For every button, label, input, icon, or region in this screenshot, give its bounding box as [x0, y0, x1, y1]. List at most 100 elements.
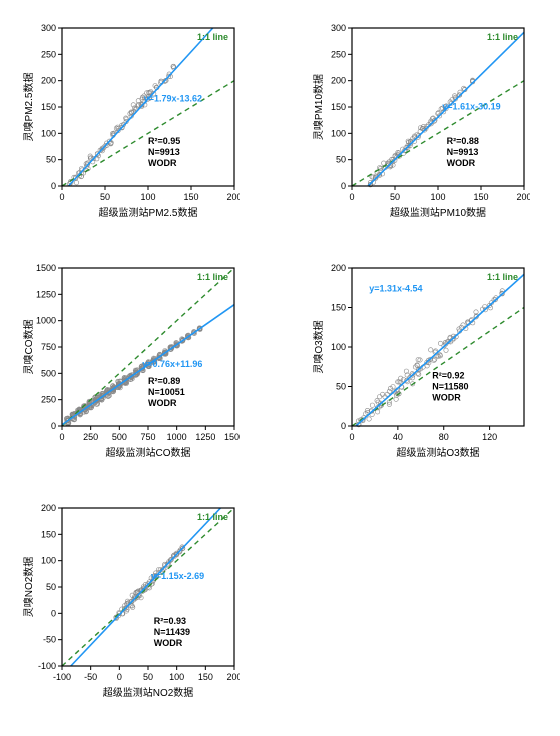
xtick-label: 1250 — [195, 432, 215, 442]
xtick-label: 0 — [59, 192, 64, 202]
xtick-label: 0 — [349, 432, 354, 442]
ytick-label: 300 — [41, 23, 56, 33]
ytick-label: 100 — [41, 128, 56, 138]
xtick-label: 200 — [226, 192, 240, 202]
ytick-label: 250 — [41, 49, 56, 59]
ytick-label: 100 — [41, 556, 56, 566]
xtick-label: 150 — [198, 672, 213, 682]
chart-co: 0 250 500 750 1000 1250 1500 0 250 500 750 1000 1250… — [20, 260, 240, 460]
xtick-label: 750 — [140, 432, 155, 442]
xtick-label: 40 — [393, 432, 403, 442]
fit-equation: y=1.61x-30.19 — [442, 102, 500, 112]
xtick-label: 100 — [140, 192, 155, 202]
stats-wodr: WODR — [148, 398, 177, 408]
ytick-label: 750 — [41, 342, 56, 352]
y-axis-label: 灵嗅CO数据 — [22, 320, 35, 375]
xtick-label: 200 — [516, 192, 530, 202]
xtick-label: 50 — [100, 192, 110, 202]
legend-label: 1:1 line — [197, 32, 228, 42]
stats-wodr: WODR — [432, 393, 461, 403]
chart-grid: 050100150200050100150200250300超级监测站PM2.5… — [20, 20, 540, 700]
xtick-label: 0 — [59, 432, 64, 442]
ytick-label: 0 — [51, 421, 56, 431]
chart-o3: 04080120050100150200超级监测站O3数据灵嗅O3数据1:1 l… — [310, 260, 530, 460]
xtick-label: 100 — [169, 672, 184, 682]
xtick-label: 0 — [117, 672, 122, 682]
fit-equation: y=1.15x-2.69 — [151, 571, 204, 581]
legend-label: 1:1 line — [487, 32, 518, 42]
stats-n: N=10051 — [148, 387, 185, 397]
ytick-label: 1000 — [36, 316, 56, 326]
xtick-label: 150 — [473, 192, 488, 202]
x-axis-label: 超级监测站O3数据 — [396, 446, 479, 459]
ytick-label: 150 — [331, 303, 346, 313]
ytick-label: 1250 — [36, 289, 56, 299]
fit-line — [71, 508, 221, 666]
ytick-label: 200 — [41, 503, 56, 513]
ytick-label: 500 — [41, 368, 56, 378]
chart-pm25: 050100150200050100150200250300超级监测站PM2.5… — [20, 20, 240, 220]
fit-equation: y=1.79x-13.62 — [144, 94, 202, 104]
legend-label: 1:1 line — [197, 272, 228, 282]
chart-no2: -100-50050100150200-100-50050100150200超级… — [20, 500, 240, 700]
ytick-label: 150 — [41, 529, 56, 539]
ytick-label: 200 — [41, 76, 56, 86]
ytick-label: 0 — [341, 181, 346, 191]
xtick-label: 100 — [430, 192, 445, 202]
xtick-label: 200 — [226, 672, 240, 682]
ytick-label: 300 — [331, 23, 346, 33]
chart-pm10: 050100150200050100150200250300超级监测站PM10数… — [310, 20, 530, 220]
y-axis-label: 灵嗅NO2数据 — [22, 557, 35, 618]
ytick-label: 0 — [51, 181, 56, 191]
chart-svg-pm10: 050100150200050100150200250300超级监测站PM10数… — [310, 20, 530, 220]
ytick-label: -50 — [43, 635, 56, 645]
legend-label: 1:1 line — [487, 272, 518, 282]
chart-svg-o3: 04080120050100150200超级监测站O3数据灵嗅O3数据1:1 l… — [310, 260, 530, 460]
ytick-label: 50 — [336, 155, 346, 165]
stats-r2: R²=0.89 — [148, 376, 180, 386]
chart-svg-co: 0 250 500 750 1000 1250 1500 0 250 500 750 1000 1250… — [20, 260, 240, 460]
fit-equation: y=1.31x-4.54 — [369, 284, 422, 294]
y-axis-label: 灵嗅O3数据 — [312, 320, 325, 373]
xtick-label: 120 — [482, 432, 497, 442]
y-axis-label: 灵嗅PM10数据 — [312, 74, 325, 140]
stats-wodr: WODR — [154, 638, 183, 648]
stats-n: N=11580 — [432, 382, 468, 392]
ytick-label: 1500 — [36, 263, 56, 273]
ytick-label: 0 — [51, 608, 56, 618]
y-axis-label: 灵嗅PM2.5数据 — [22, 73, 35, 142]
chart-svg-pm25: 050100150200050100150200250300超级监测站PM2.5… — [20, 20, 240, 220]
stats-n: N=9913 — [447, 147, 479, 157]
ytick-label: 100 — [331, 342, 346, 352]
stats-wodr: WODR — [148, 158, 177, 168]
ytick-label: 0 — [341, 421, 346, 431]
xtick-label: 50 — [390, 192, 400, 202]
ref-line — [352, 308, 524, 427]
stats-r2: R²=0.92 — [432, 371, 464, 381]
legend-label: 1:1 line — [197, 512, 228, 522]
ytick-label: 50 — [46, 155, 56, 165]
ytick-label: 200 — [331, 263, 346, 273]
xtick-label: 80 — [439, 432, 449, 442]
xtick-label: 50 — [143, 672, 153, 682]
stats-r2: R²=0.95 — [148, 136, 180, 146]
xtick-label: 250 — [83, 432, 98, 442]
ytick-label: 250 — [41, 395, 56, 405]
ytick-label: 50 — [46, 582, 56, 592]
xtick-label: 150 — [183, 192, 198, 202]
xtick-label: -50 — [84, 672, 97, 682]
stats-r2: R²=0.88 — [447, 136, 479, 146]
xtick-label: 500 — [112, 432, 127, 442]
x-axis-label: 超级监测站CO数据 — [106, 446, 191, 459]
xtick-label: 1500 — [224, 432, 240, 442]
chart-svg-no2: -100-50050100150200-100-50050100150200超级… — [20, 500, 240, 700]
stats-n: N=11439 — [154, 627, 190, 637]
x-axis-label: 超级监测站NO2数据 — [103, 686, 194, 699]
ytick-label: 150 — [41, 102, 56, 112]
fit-equation: y=0.76x+11.96 — [142, 359, 202, 369]
ytick-label: 200 — [331, 76, 346, 86]
stats-n: N=9913 — [148, 147, 180, 157]
ytick-label: 150 — [331, 102, 346, 112]
ytick-label: 250 — [331, 49, 346, 59]
xtick-label: 1000 — [167, 432, 187, 442]
